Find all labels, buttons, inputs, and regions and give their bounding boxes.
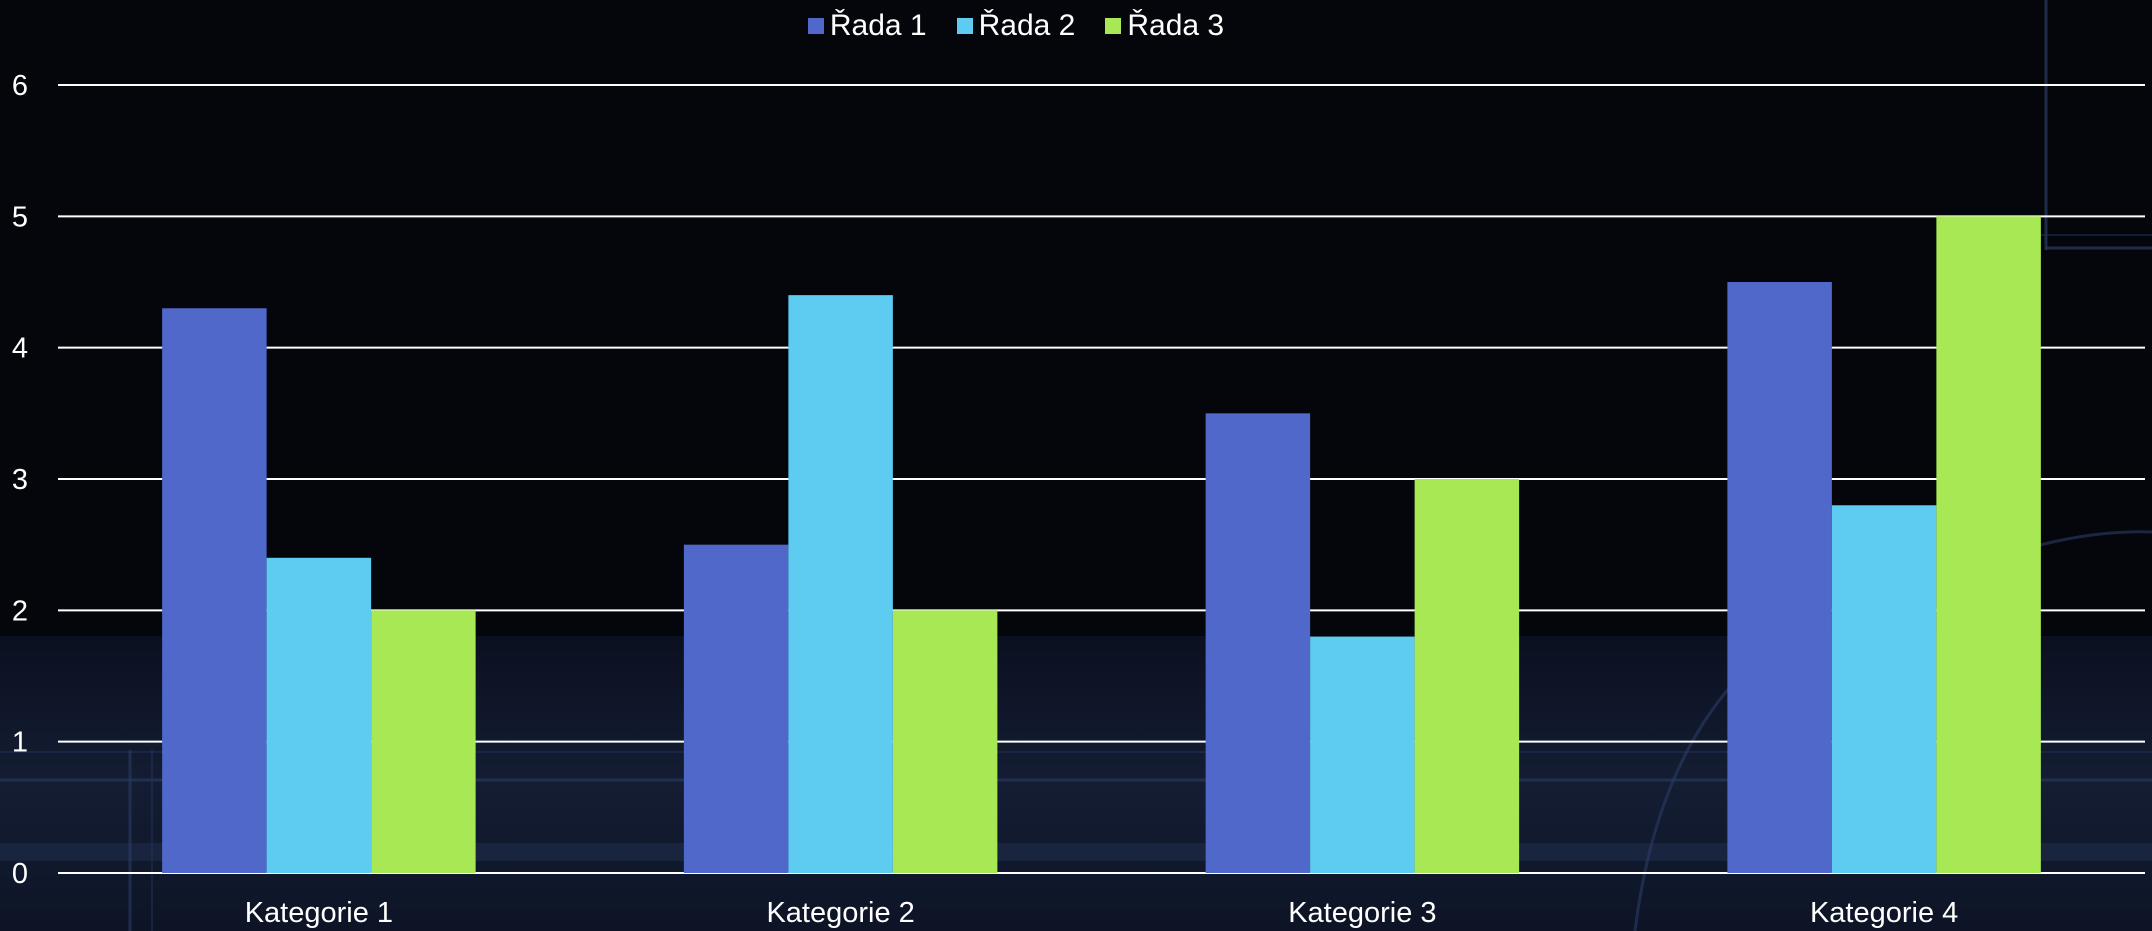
legend-swatch-icon [956, 18, 973, 34]
x-tick-label: Kategorie 2 [766, 897, 914, 929]
legend-item-series-2: Řada 2 [956, 8, 1076, 44]
bar-series-2-category-3 [1310, 636, 1415, 873]
legend: Řada 1 Řada 2 Řada 3 [0, 8, 2092, 44]
bar-series-2-category-4 [1831, 505, 1937, 873]
bar-series-3-category-2 [892, 610, 998, 873]
bar-series-1-category-1 [162, 308, 267, 873]
bar-series-1-category-3 [1205, 413, 1311, 873]
y-tick-label: 1 [12, 727, 28, 759]
legend-label: Řada 2 [978, 9, 1076, 42]
x-tick-label: Kategorie 1 [245, 897, 393, 929]
legend-item-series-1: Řada 1 [807, 8, 927, 44]
y-tick-label: 4 [12, 333, 28, 365]
legend-label: Řada 3 [1127, 9, 1225, 42]
background-glow-strip [0, 843, 2152, 861]
y-tick-label: 3 [12, 464, 28, 496]
x-tick-label: Kategorie 3 [1288, 897, 1436, 929]
x-tick-label: Kategorie 4 [1810, 897, 1958, 929]
x-axis-ticks: Kategorie 1 Kategorie 2 Kategorie 3 Kategor… [245, 897, 1959, 929]
bar-series-1-category-4 [1727, 282, 1832, 873]
y-tick-label: 0 [12, 858, 28, 890]
y-tick-label: 5 [12, 201, 28, 233]
bar-series-2-category-2 [788, 295, 893, 874]
y-tick-label: 2 [12, 595, 28, 627]
bar-series-3-category-4 [1936, 216, 2041, 874]
bars [162, 216, 2041, 874]
y-axis-ticks: 0 1 2 3 4 5 6 [12, 70, 28, 890]
legend-swatch-icon [1105, 18, 1122, 34]
bar-series-3-category-1 [371, 610, 476, 873]
background-arc [2039, 530, 2152, 547]
bar-series-1-category-2 [683, 544, 789, 873]
legend-swatch-icon [807, 18, 824, 34]
y-tick-label: 6 [12, 70, 28, 102]
legend-label: Řada 1 [829, 9, 927, 42]
legend-item-series-3: Řada 3 [1105, 8, 1224, 44]
bar-series-2-category-1 [266, 557, 372, 873]
bar-series-3-category-3 [1414, 479, 1520, 873]
